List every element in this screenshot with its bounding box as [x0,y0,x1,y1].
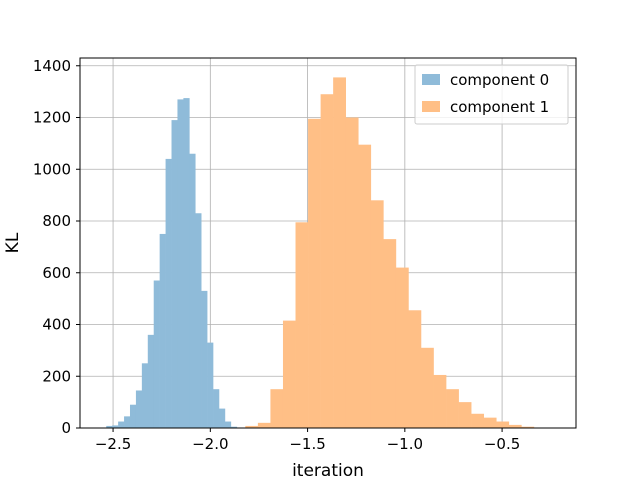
bar-component-0-bin-8 [153,280,160,428]
y-tick-label-2: 400 [42,316,71,334]
y-tick-label-0: 0 [61,419,71,437]
bar-component-0-bin-21 [230,426,238,428]
bar-component-0-bin-17 [207,342,214,428]
bar-component-1-bin-0 [245,425,259,428]
y-tick-label-7: 1400 [33,57,71,75]
bar-component-0-bin-12 [177,99,184,429]
plot-frame [79,57,577,429]
x-tick-label-2: −1.5 [289,435,325,453]
bar-component-0-bin-4 [129,404,137,428]
bar-component-1-bin-14 [420,347,434,428]
y-axis-ticks: 0 200 400 600 800 1000 1200 1400 [33,57,80,437]
y-axis-label: KL [3,232,23,253]
bar-component-1-bin-12 [395,267,409,428]
bar-component-1-bin-10 [370,200,384,428]
bar-component-0-bin-2 [118,421,125,428]
bar-component-1-bin-16 [446,389,459,428]
legend: component 0 component 1 [414,64,569,125]
bar-component-1-bin-5 [308,118,321,428]
bar-component-1-bin-21 [508,424,522,428]
bar-component-1-bin-11 [383,239,397,428]
bar-component-1-bin-1 [257,422,271,428]
legend-swatch-component-1 [422,101,440,112]
bar-component-0-bin-18 [213,389,220,428]
bar-component-1-bin-20 [496,421,510,428]
bar-component-0-bin-0 [106,425,113,428]
bar-component-0-bin-19 [218,408,226,428]
x-axis-ticks: −2.5 −2.0 −1.5 −1.0 −0.5 [95,428,520,453]
y-tick-label-3: 600 [42,264,71,282]
y-tick-label-6: 1200 [33,109,71,127]
bar-component-0-bin-16 [201,290,208,428]
histogram-bars [106,77,535,429]
bar-component-1-bin-7 [333,77,347,429]
bar-component-0-bin-3 [124,416,131,428]
bar-component-0-bin-5 [135,390,143,428]
bar-component-0-bin-9 [159,233,166,428]
bar-component-1-bin-6 [320,94,334,428]
y-tick-label-5: 1000 [33,160,71,178]
legend-label-component-1: component 1 [450,98,549,116]
bar-component-0-bin-10 [165,158,172,428]
bar-component-1-bin-3 [282,320,296,428]
bar-component-0-bin-20 [224,421,232,428]
legend-label-component-0: component 0 [450,71,549,89]
bar-component-1-bin-19 [483,417,497,428]
bar-component-1-bin-4 [295,222,309,428]
bar-component-0-bin-15 [195,213,202,428]
x-tick-label-0: −2.5 [95,435,131,453]
bar-component-0-bin-7 [147,334,155,428]
bar-component-1-bin-8 [345,117,359,428]
bar-component-0-bin-11 [171,120,178,428]
bar-component-1-bin-22 [521,426,535,428]
bar-component-1-bin-15 [433,374,447,428]
bar-component-1-bin-2 [270,389,284,428]
x-axis-label: iteration [292,461,364,480]
x-tick-label-3: −1.0 [387,435,423,453]
legend-box [414,64,569,125]
bar-component-0-bin-1 [112,425,119,428]
x-tick-label-1: −2.0 [192,435,228,453]
y-tick-label-1: 200 [42,367,71,385]
bar-component-1-bin-9 [358,144,372,428]
bar-component-1-bin-18 [471,413,485,428]
bar-component-1-bin-13 [408,310,422,428]
legend-swatch-component-0 [422,74,440,85]
x-tick-label-4: −0.5 [484,435,520,453]
bar-component-0-bin-6 [141,363,149,428]
y-tick-label-4: 800 [42,212,71,230]
bar-component-0-bin-13 [183,98,190,429]
bar-component-0-bin-14 [189,153,196,429]
bar-component-1-bin-17 [458,402,472,428]
